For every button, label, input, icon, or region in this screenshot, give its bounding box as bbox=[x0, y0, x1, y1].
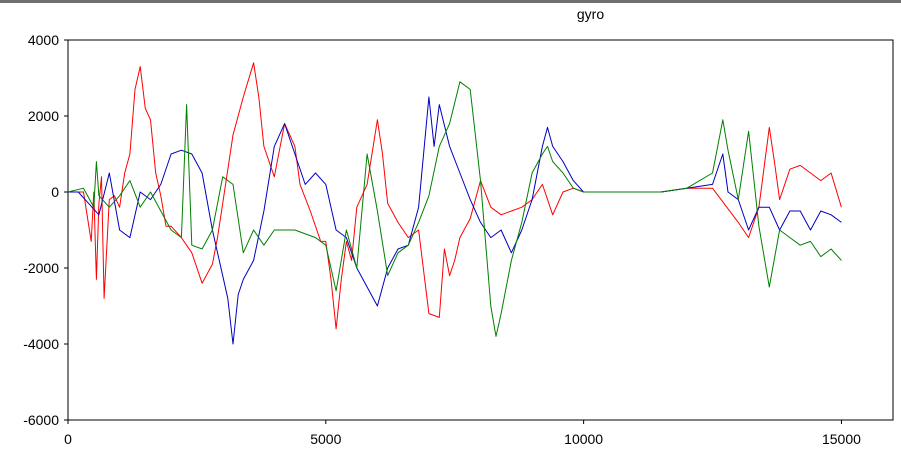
y-tick-label: -6000 bbox=[23, 412, 59, 428]
x-tick-label: 5000 bbox=[310, 431, 341, 447]
series-line-2 bbox=[68, 96, 842, 345]
chart-title: gyro bbox=[576, 6, 605, 22]
x-tick-label: 15000 bbox=[822, 431, 861, 447]
x-tick-label: 10000 bbox=[564, 431, 603, 447]
axis-ticks: 4000 2000 0 -2000 -4000 -6000 0 5000 10000 15000 bbox=[23, 32, 861, 447]
series-layer bbox=[67, 62, 842, 345]
y-tick-label: 0 bbox=[51, 184, 59, 200]
y-tick-label: 4000 bbox=[28, 32, 59, 48]
y-tick-label: 2000 bbox=[28, 108, 59, 124]
x-tick-label: 0 bbox=[64, 431, 72, 447]
plot-area-frame bbox=[67, 39, 894, 421]
y-tick-label: -4000 bbox=[23, 336, 59, 352]
series-line-3 bbox=[67, 81, 842, 337]
y-tick-label: -2000 bbox=[23, 260, 59, 276]
window-top-border bbox=[0, 0, 901, 3]
